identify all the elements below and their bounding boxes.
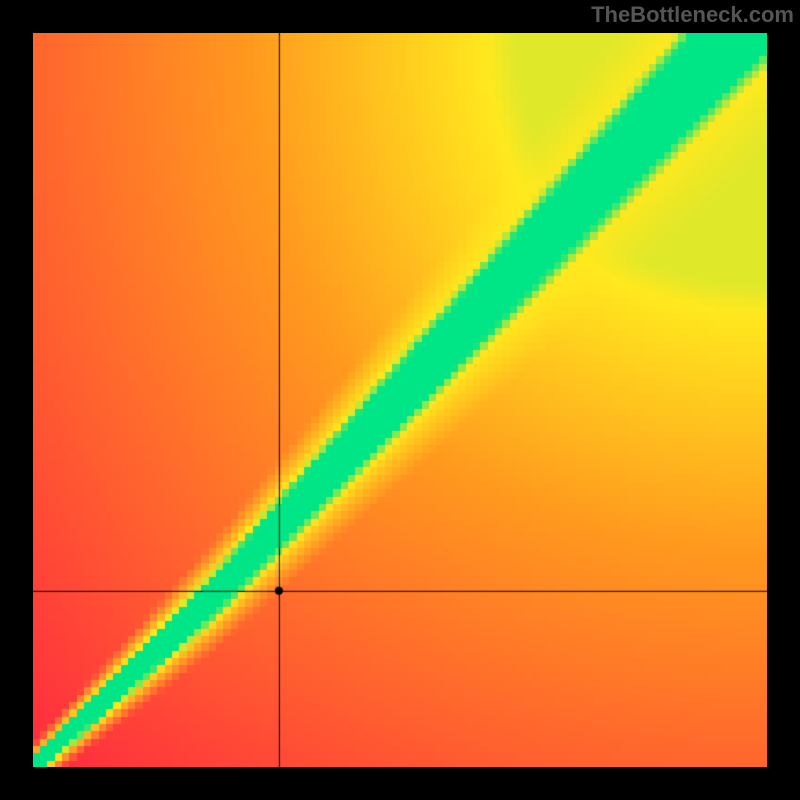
heatmap-canvas (33, 33, 767, 767)
plot-area (33, 33, 767, 767)
chart-container: TheBottleneck.com (0, 0, 800, 800)
watermark-text: TheBottleneck.com (585, 0, 800, 30)
